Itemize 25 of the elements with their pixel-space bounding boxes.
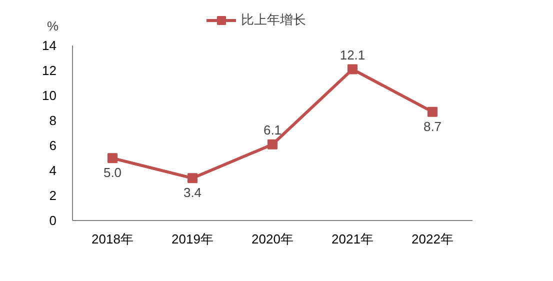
point [268, 139, 278, 150]
text: 6.1 [263, 122, 282, 138]
x-tick-label: 2020年 [252, 232, 294, 247]
point [108, 153, 118, 164]
legend-label: 比上年增长 [241, 11, 306, 29]
point [428, 106, 438, 117]
y-axis-title: % [46, 18, 59, 34]
text: 8.7 [423, 118, 442, 134]
y-tick-label: 14 [42, 38, 57, 54]
point [188, 173, 198, 184]
y-tick-label: 2 [49, 188, 57, 204]
y-tick-label: 12 [42, 63, 57, 78]
text: 12.1 [340, 47, 366, 62]
x-tick-label: 2022年 [412, 232, 454, 247]
y-tick-label: 8 [49, 113, 57, 128]
x-tick-label: 2019年 [172, 232, 214, 247]
x-tick-label: 2018年 [92, 232, 134, 247]
y-tick-label: 0 [49, 213, 57, 228]
x-tick-label: 2021年 [332, 232, 374, 247]
y-tick-label: 10 [42, 88, 57, 104]
y-tick-label: 4 [49, 163, 57, 178]
y-tick-label: 6 [49, 138, 57, 154]
point [348, 64, 358, 74]
text: 3.4 [183, 185, 202, 200]
text: 5.0 [103, 165, 122, 180]
